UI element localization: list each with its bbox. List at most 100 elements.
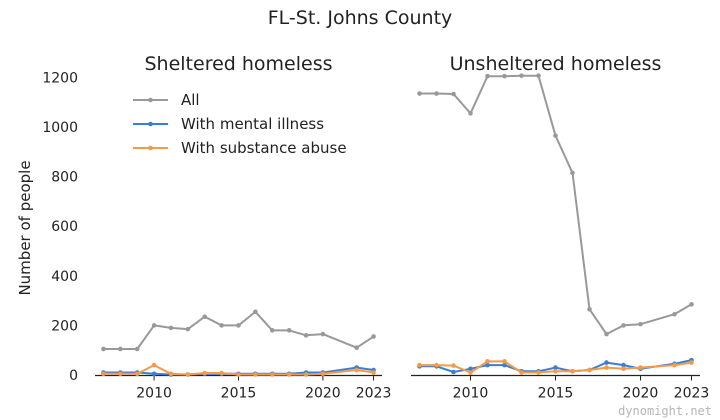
data-point-with-substance-abuse [118, 371, 123, 377]
data-point-with-substance-abuse [101, 371, 106, 377]
data-point-with-substance-abuse [417, 362, 422, 368]
data-point-with-substance-abuse [604, 365, 609, 370]
data-point-with-substance-abuse [621, 366, 626, 372]
data-point-with-substance-abuse [134, 371, 140, 377]
data-point-with-substance-abuse [638, 365, 643, 370]
series-line-all [419, 74, 693, 336]
data-point-with-substance-abuse [168, 371, 174, 377]
series-line-with-substance-abuse [419, 360, 692, 374]
data-point-with-substance-abuse [286, 372, 292, 377]
legend-entry-with-substance-abuse: With substance abuse [133, 139, 347, 157]
data-point-with-substance-abuse [269, 372, 275, 377]
data-point-all [371, 334, 376, 339]
data-point-with-mental-illness [604, 360, 609, 365]
legend-label: With mental illness [181, 115, 324, 133]
panel-1: Sheltered homeless 2010 2015 2020 2023 0 200 40… [42, 53, 391, 402]
data-point-with-substance-abuse [672, 362, 677, 368]
data-point-all [118, 346, 123, 352]
data-point-all [286, 328, 292, 333]
legend: All With mental illness With substance abu… [133, 91, 347, 157]
y-axis-label: Number of people [16, 160, 34, 295]
data-point-with-substance-abuse [468, 370, 473, 375]
panel-2: Unsheltered homeless 2010 2015 2020 2023 [411, 53, 709, 402]
data-point-with-substance-abuse [451, 363, 456, 368]
x-tick-label: 2020 [623, 386, 659, 402]
data-point-all [320, 331, 326, 337]
data-point-with-substance-abuse [303, 372, 309, 377]
data-point-with-substance-abuse [151, 362, 157, 368]
data-point-all [638, 321, 643, 327]
x-tick-label: 2015 [538, 386, 574, 402]
data-point-all [269, 328, 275, 333]
y-tick-label: 600 [51, 219, 78, 235]
data-point-with-substance-abuse [320, 371, 326, 377]
data-point-with-substance-abuse [354, 367, 359, 373]
y-tick-label: 800 [51, 170, 78, 186]
data-point-all [570, 170, 575, 176]
data-point-all [303, 333, 309, 338]
panel-title: Sheltered homeless [144, 53, 332, 75]
data-point-with-substance-abuse [519, 370, 524, 375]
data-point-with-mental-illness [621, 362, 626, 368]
data-point-all [219, 323, 224, 328]
legend-marker [148, 97, 153, 103]
data-point-all [468, 111, 473, 116]
data-point-all [519, 73, 524, 78]
data-point-all [253, 309, 258, 315]
data-point-with-substance-abuse [185, 372, 191, 377]
data-point-with-substance-abuse [587, 367, 592, 373]
data-point-all [134, 346, 140, 352]
data-point-with-mental-illness [151, 371, 157, 377]
data-point-all [202, 314, 208, 320]
legend-marker [148, 145, 153, 151]
legend-entry-all: All [133, 91, 200, 109]
data-point-all [553, 133, 558, 138]
data-point-all [689, 302, 694, 307]
legend-entry-with-mental-illness: With mental illness [133, 115, 324, 133]
data-point-with-substance-abuse [485, 359, 490, 364]
series-line-with-substance-abuse [103, 364, 374, 376]
data-point-with-mental-illness [468, 366, 473, 372]
data-point-all [354, 345, 359, 351]
data-point-all [485, 73, 490, 79]
data-point-with-substance-abuse [253, 372, 258, 377]
data-point-all [536, 73, 541, 78]
x-tick-label: 2010 [136, 386, 172, 402]
series-line-with-mental-illness [419, 359, 692, 373]
data-point-all [434, 91, 439, 96]
y-tick-label: 200 [51, 318, 78, 334]
data-point-with-substance-abuse [502, 359, 507, 364]
data-point-with-substance-abuse [689, 360, 694, 365]
figure-title: FL-St. Johns County [268, 7, 453, 29]
data-point-all [621, 323, 626, 328]
watermark-text: dynomight.net [618, 404, 712, 418]
data-point-all [587, 306, 592, 312]
panel-title: Unsheltered homeless [450, 53, 662, 75]
data-point-with-mental-illness [553, 365, 558, 370]
data-point-all [451, 91, 456, 97]
data-point-all [672, 311, 677, 317]
data-point-all [168, 325, 174, 331]
data-point-with-substance-abuse [219, 370, 224, 376]
data-point-all [185, 326, 191, 332]
x-tick-label: 2015 [221, 386, 257, 402]
data-point-with-substance-abuse [371, 370, 376, 375]
data-point-all [604, 331, 609, 337]
data-point-all [151, 323, 157, 328]
data-point-with-substance-abuse [202, 370, 208, 376]
y-tick-label: 400 [51, 269, 78, 285]
x-tick-label: 2020 [305, 386, 341, 402]
legend-label: All [181, 91, 200, 109]
data-point-all [236, 323, 241, 328]
data-point-with-mental-illness [502, 362, 507, 368]
data-point-all [417, 91, 422, 96]
x-tick-label: 2023 [674, 386, 710, 402]
legend-marker [148, 121, 153, 127]
data-point-all [502, 73, 507, 79]
data-point-with-substance-abuse [570, 368, 575, 374]
legend-label: With substance abuse [181, 139, 347, 157]
data-point-all [101, 346, 106, 352]
series-line-all [103, 310, 375, 350]
data-point-with-substance-abuse [536, 370, 541, 375]
